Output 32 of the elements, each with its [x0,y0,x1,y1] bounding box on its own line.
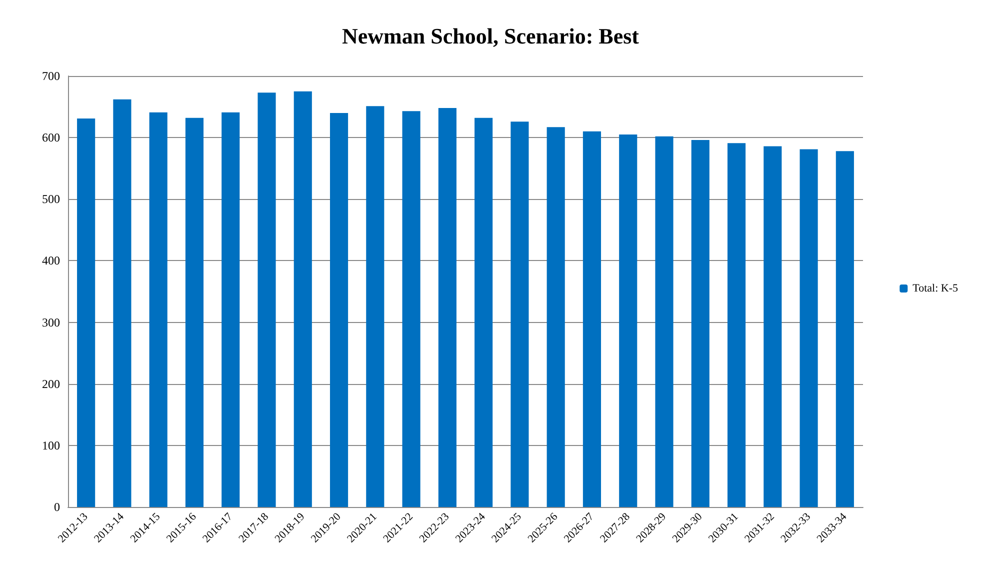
bar [113,99,132,507]
bar [294,91,312,507]
y-tick-label: 700 [42,69,60,83]
y-tick-label: 0 [54,500,60,514]
y-tick-label: 200 [42,376,60,391]
bar [474,118,493,507]
chart-title: Newman School, Scenario: Best [342,24,640,48]
bar [330,112,348,507]
legend-label: Total: K-5 [912,282,958,294]
y-tick-label: 300 [42,315,60,330]
bar [258,92,276,507]
bar [619,134,638,507]
y-tick-label: 600 [42,130,60,145]
bar [222,112,240,507]
bar [510,122,529,507]
bar [691,140,710,507]
bar [727,143,746,507]
bar [836,151,854,507]
y-tick-label: 500 [42,192,60,206]
bar [77,118,96,507]
y-tick-label: 400 [42,254,60,268]
bar [800,149,818,507]
bar [655,136,674,507]
bar [764,146,782,507]
bar [402,111,420,507]
y-tick-label: 100 [42,438,60,452]
bar [366,106,384,507]
bar [546,127,565,507]
bar [149,112,168,507]
bar [438,108,456,507]
bar [185,118,204,507]
bar [582,131,602,507]
